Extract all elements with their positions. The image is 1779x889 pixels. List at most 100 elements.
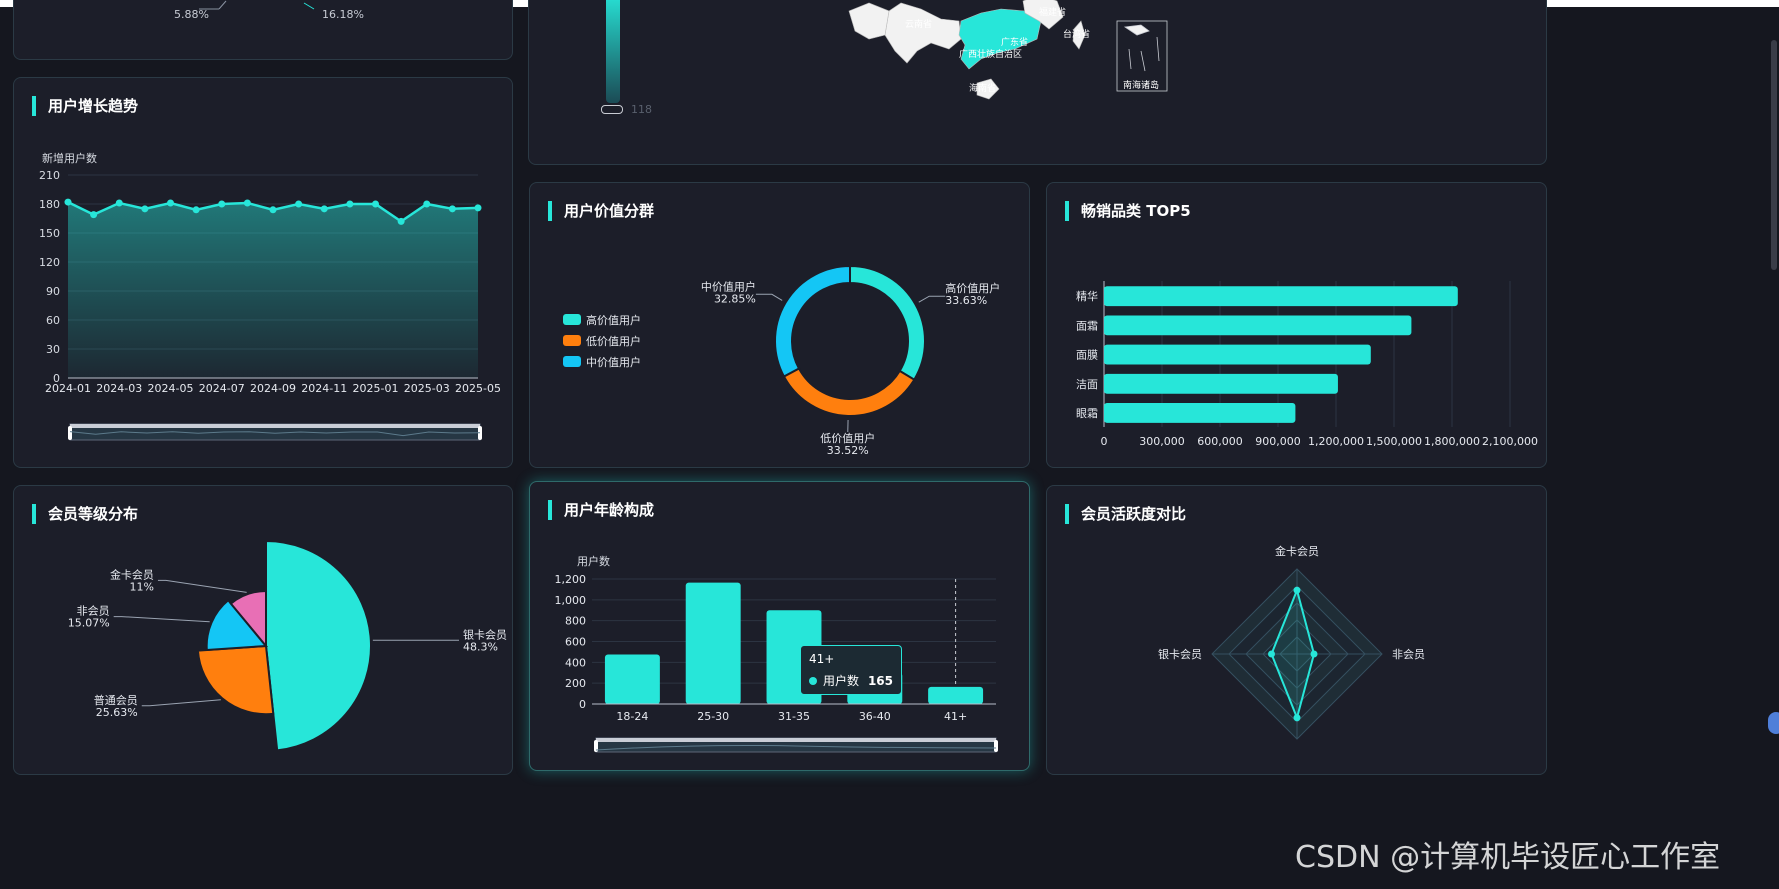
age-bar — [928, 686, 984, 704]
watermark: CSDN @计算机毕设匠心工作室 — [1295, 840, 1721, 875]
member-slice-name: 银卡会员 — [463, 627, 507, 641]
age-bar — [604, 654, 660, 704]
growth-point — [397, 217, 405, 225]
china-map: 广东省 广西壮族自治区 福建省 台湾省 海南省 云南省 南海诸岛 — [848, 0, 1168, 100]
value-segment-chart: 高价值用户低价值用户中价值用户高价值用户33.63%低价值用户33.52%中价值… — [563, 264, 1000, 457]
map-region-yunnan[interactable] — [848, 2, 890, 40]
radar-indicator-label: 非会员 — [1392, 648, 1425, 661]
member-slice-name: 非会员 — [77, 605, 110, 618]
member-slice-percent: 11% — [129, 580, 153, 593]
top5-title: 畅销品类 TOP5 — [1065, 201, 1191, 221]
member-label-leader — [113, 616, 210, 623]
member-slice-percent: 48.3% — [463, 640, 498, 653]
value-segment-title: 用户价值分群 — [548, 201, 654, 221]
side-float-button[interactable] — [1768, 712, 1779, 734]
map-label-guangxi: 广西壮族自治区 — [959, 48, 1022, 60]
growth-y-tick-label: 0 — [53, 372, 60, 385]
growth-point — [320, 205, 328, 213]
growth-point — [243, 199, 251, 207]
growth-zoom-preview-line — [69, 431, 481, 437]
growth-point — [64, 198, 72, 206]
age-y-tick-label: 1,000 — [555, 594, 587, 607]
map-region-guangxi[interactable] — [884, 2, 962, 64]
map-label-guangdong: 广东省 — [1001, 36, 1028, 48]
top5-x-tick-label: 1,500,000 — [1366, 435, 1422, 448]
map-label-taiwan: 台湾省 — [1063, 28, 1090, 40]
growth-x-tick-label: 2025-01 — [353, 382, 399, 395]
member-level-title: 会员等级分布 — [32, 504, 138, 524]
activity-title: 会员活跃度对比 — [1065, 504, 1186, 524]
growth-x-tick-label: 2024-01 — [45, 382, 91, 395]
map-region-hainan[interactable] — [976, 78, 1000, 100]
map-visual-range-bar[interactable] — [606, 0, 620, 103]
age-x-tick-label: 18-24 — [616, 710, 648, 723]
growth-point — [115, 199, 123, 207]
growth-area — [68, 202, 478, 378]
age-x-tick-label: 31-35 — [778, 710, 810, 723]
growth-point — [218, 200, 226, 208]
map-region-guangdong[interactable] — [958, 8, 1042, 70]
top5-x-tick-label: 900,000 — [1255, 435, 1301, 448]
age-tooltip-series: 用户数 — [823, 674, 860, 688]
top5-category-label: 面霜 — [1076, 319, 1098, 332]
top-left-pie-remnant: 5.88% 16.18% — [174, 0, 364, 21]
age-y-tick-label: 400 — [565, 656, 586, 669]
age-x-tick-label: 36-40 — [859, 710, 891, 723]
user-growth-chart: 新增用户数 0 30 60 90 120 150 180 210 2024-01 2024-03 20… — [39, 151, 501, 441]
top5-x-tick-label: 1,800,000 — [1424, 435, 1480, 448]
top5-x-tick-label: 300,000 — [1139, 435, 1185, 448]
radar-point — [1310, 650, 1318, 658]
top-left-panel: 5.88% 16.18% — [13, 0, 513, 60]
age-y-axis-label: 用户数 — [577, 554, 610, 568]
age-y-tick-label: 200 — [565, 677, 586, 690]
growth-point — [448, 205, 456, 213]
value-slice-name: 低价值用户 — [820, 431, 875, 445]
top5-bar — [1104, 344, 1371, 365]
value-label-leader — [755, 293, 783, 301]
radar-point — [1293, 586, 1301, 594]
growth-y-tick-label: 150 — [39, 227, 60, 240]
growth-point — [141, 205, 149, 213]
top5-bar — [1104, 315, 1412, 336]
member-slice — [196, 644, 275, 716]
age-tooltip-category: 41+ — [809, 652, 835, 666]
value-legend-label: 中价值用户 — [586, 355, 641, 369]
value-slice — [774, 264, 851, 378]
age-bar — [685, 582, 741, 704]
map-region-taiwan[interactable] — [1072, 20, 1086, 50]
age-zoom-preview-line — [595, 745, 997, 751]
map-label-hainan: 海南省 — [969, 82, 996, 94]
member-slice-name: 普通会员 — [94, 693, 138, 707]
user-growth-panel: 用户增长趋势 新增用户数 0 30 60 90 120 150 180 210 2024-01 20… — [13, 77, 513, 468]
age-y-tick-label: 1,200 — [555, 573, 587, 586]
map-visual-range-handle[interactable] — [601, 105, 623, 114]
radar-point — [1268, 650, 1275, 658]
age-panel: 用户年龄构成 用户数 0 200 400 600 800 1,000 1,200 18-24 25… — [529, 481, 1030, 771]
age-tooltip: 41+ 用户数 165 — [800, 645, 902, 695]
age-tooltip-row: 用户数 165 — [809, 672, 893, 689]
map-label-fujian: 福建省 — [1039, 6, 1066, 18]
member-slice-percent: 25.63% — [96, 706, 138, 719]
value-legend-swatch — [563, 356, 581, 367]
age-zoom-handle-right — [994, 740, 998, 752]
top5-x-tick-label: 600,000 — [1197, 435, 1243, 448]
member-slice-percent: 15.07% — [68, 617, 110, 630]
age-tooltip-dot — [809, 676, 817, 685]
top5-panel: 畅销品类 TOP5 0 300,000 600,000 900,000 1,200,00… — [1046, 182, 1547, 468]
age-x-tick-label: 25-30 — [697, 710, 729, 723]
map-label-south-sea: 南海诸岛 — [1123, 79, 1159, 91]
page-scrollbar[interactable] — [1771, 40, 1777, 270]
activity-panel: 会员活跃度对比 金卡会员 非会员 银卡会员 — [1046, 485, 1547, 775]
growth-point — [167, 199, 174, 207]
growth-x-tick-label: 2025-05 — [455, 382, 501, 395]
top5-category-label: 面膜 — [1076, 349, 1098, 362]
member-slice — [265, 539, 372, 752]
map-south-sea-box — [1116, 20, 1168, 92]
top5-x-tick-label: 1,200,000 — [1308, 435, 1364, 448]
top5-bar — [1104, 403, 1296, 423]
radar-indicator-label: 金卡会员 — [1275, 544, 1319, 558]
top-left-label-b: 16.18% — [322, 8, 364, 21]
map-region-fujian[interactable] — [1022, 0, 1064, 30]
growth-y-tick-label: 180 — [39, 198, 60, 211]
